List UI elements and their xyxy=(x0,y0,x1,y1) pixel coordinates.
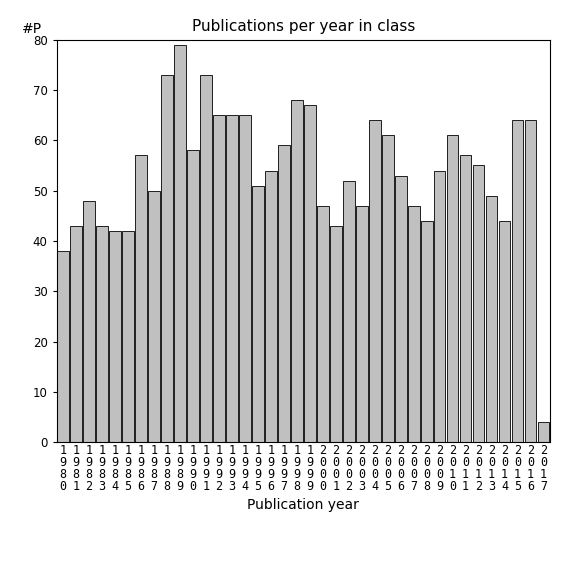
Bar xyxy=(330,226,342,442)
Bar xyxy=(434,171,446,442)
Bar xyxy=(486,196,497,442)
Bar xyxy=(369,120,380,442)
Bar xyxy=(161,75,173,442)
Bar xyxy=(187,150,199,442)
Bar xyxy=(421,221,433,442)
Bar xyxy=(252,185,264,442)
Bar xyxy=(473,166,484,442)
Title: Publications per year in class: Publications per year in class xyxy=(192,19,415,35)
Bar xyxy=(395,176,407,442)
Bar xyxy=(265,171,277,442)
Bar xyxy=(57,251,69,442)
Bar xyxy=(213,115,225,442)
Bar xyxy=(278,145,290,442)
Bar xyxy=(239,115,251,442)
Bar xyxy=(291,100,303,442)
Bar xyxy=(304,105,316,442)
Bar xyxy=(174,45,186,442)
Bar xyxy=(447,136,459,442)
Bar xyxy=(109,231,121,442)
Bar xyxy=(524,120,536,442)
Bar xyxy=(148,191,160,442)
Bar xyxy=(136,155,147,442)
Bar xyxy=(460,155,471,442)
Bar xyxy=(200,75,212,442)
Bar xyxy=(499,221,510,442)
Bar xyxy=(122,231,134,442)
Bar xyxy=(382,136,393,442)
Bar xyxy=(226,115,238,442)
Bar xyxy=(70,226,82,442)
Bar xyxy=(96,226,108,442)
Bar xyxy=(83,201,95,442)
Bar xyxy=(408,206,420,442)
X-axis label: Publication year: Publication year xyxy=(247,498,359,512)
Text: #P: #P xyxy=(22,22,43,36)
Bar xyxy=(538,422,549,442)
Bar xyxy=(511,120,523,442)
Bar xyxy=(343,180,354,442)
Bar xyxy=(356,206,367,442)
Bar xyxy=(317,206,329,442)
